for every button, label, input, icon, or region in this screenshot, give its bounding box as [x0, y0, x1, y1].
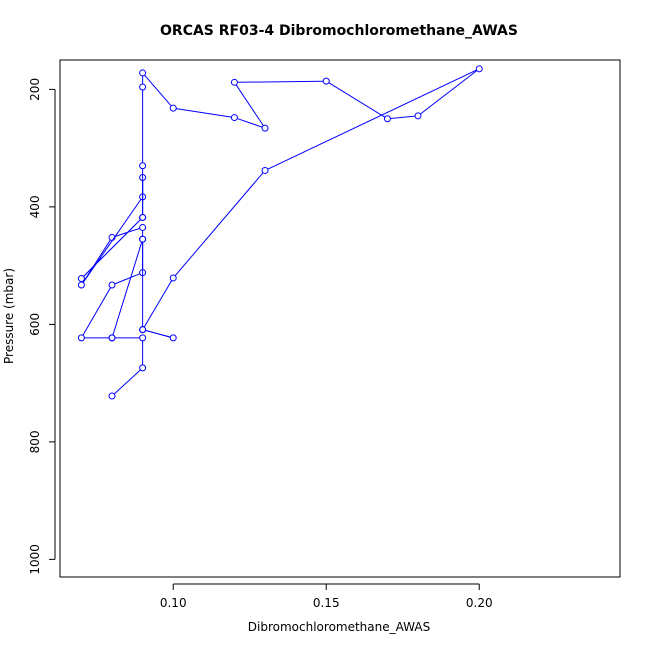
- data-point: [230, 114, 238, 122]
- y-axis-label: Pressure (mbar): [2, 268, 16, 364]
- y-tick-label: 1000: [28, 544, 42, 575]
- data-point: [139, 223, 147, 231]
- data-point: [139, 326, 147, 334]
- series-layer: [77, 65, 483, 400]
- plot-frame: [59, 59, 621, 578]
- data-line-segment: [328, 82, 386, 118]
- data-point: [261, 124, 269, 132]
- data-point: [169, 104, 177, 112]
- data-point: [108, 392, 116, 400]
- data-point: [139, 334, 147, 342]
- x-tick-label: 0.10: [160, 596, 187, 610]
- data-line-segment: [174, 172, 264, 277]
- data-point: [108, 233, 116, 241]
- data-line-segment: [390, 115, 416, 119]
- data-point: [230, 78, 238, 86]
- data-point: [169, 274, 177, 282]
- data-line-segment: [267, 69, 477, 170]
- y-tick-label: 200: [28, 78, 42, 101]
- x-tick-label: 0.20: [466, 596, 493, 610]
- data-point: [322, 77, 330, 85]
- data-point: [108, 334, 116, 342]
- y-axis: 200 400 600 800 1000: [28, 78, 56, 575]
- data-line-segment: [83, 219, 141, 277]
- data-point: [261, 166, 269, 174]
- data-line-segment: [82, 199, 142, 283]
- data-point: [383, 115, 391, 123]
- data-line-segment: [113, 369, 141, 395]
- data-point: [139, 213, 147, 221]
- data-point: [139, 193, 147, 201]
- data-line-segment: [420, 70, 478, 115]
- data-point: [139, 235, 147, 243]
- data-point: [139, 162, 147, 170]
- data-line-segment: [235, 84, 264, 126]
- data-line-segment: [237, 80, 324, 83]
- data-line-segment: [82, 287, 111, 336]
- data-line-segment: [114, 273, 141, 285]
- data-point: [139, 269, 147, 277]
- data-line-segment: [176, 108, 232, 118]
- data-line-segment: [144, 74, 172, 107]
- y-tick-label: 400: [28, 195, 42, 218]
- data-line-segment: [112, 241, 143, 336]
- data-point: [108, 281, 116, 289]
- data-point: [475, 65, 483, 73]
- data-line-segment: [145, 329, 171, 338]
- data-point: [139, 69, 147, 77]
- data-line-segment: [237, 118, 263, 128]
- data-point: [414, 112, 422, 120]
- data-point: [139, 364, 147, 372]
- x-axis-label: Dibromochloromethane_AWAS: [248, 620, 430, 634]
- y-tick-label: 800: [28, 430, 42, 453]
- data-point: [139, 83, 147, 91]
- x-tick-label: 0.15: [313, 596, 340, 610]
- data-line-segment: [143, 280, 173, 328]
- data-point: [169, 334, 177, 342]
- data-point: [77, 334, 85, 342]
- chart-title: ORCAS RF03-4 Dibromochloromethane_AWAS: [160, 23, 518, 39]
- data-point: [77, 275, 85, 283]
- data-point: [139, 174, 147, 181]
- y-tick-label: 600: [28, 313, 42, 336]
- data-point: [77, 281, 85, 289]
- x-axis: 0.10 0.15 0.20: [160, 583, 493, 610]
